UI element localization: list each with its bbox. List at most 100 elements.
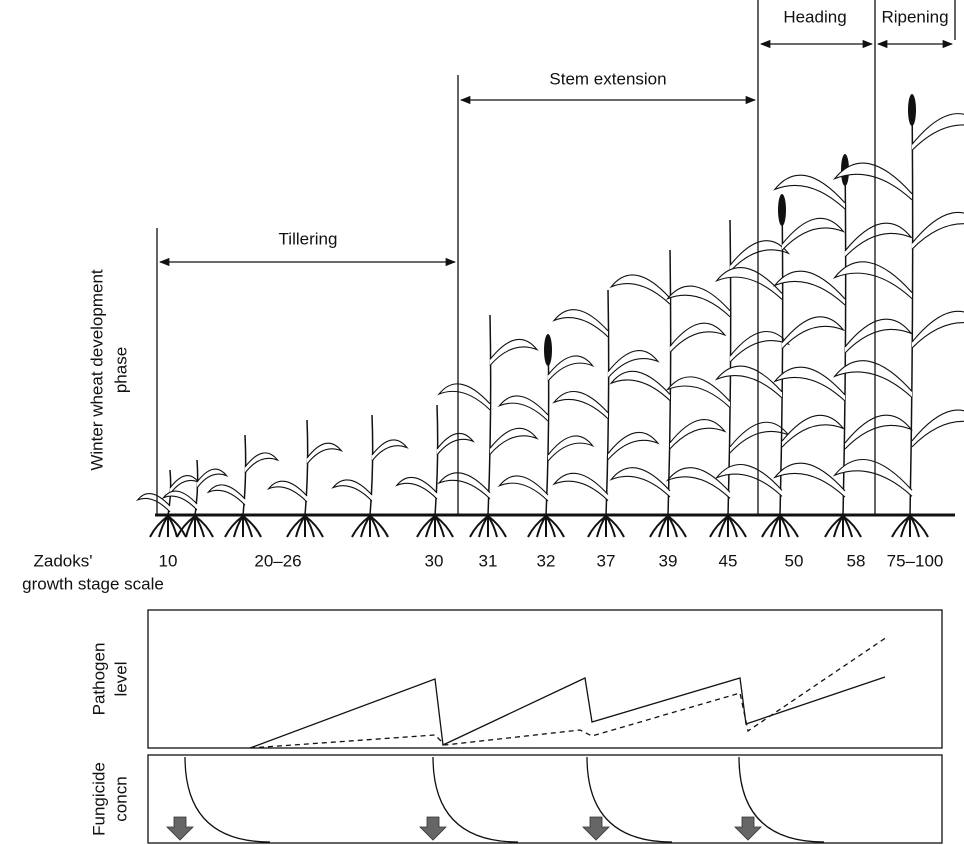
decay-curve	[738, 756, 825, 843]
stem	[909, 94, 914, 516]
leaf	[552, 390, 609, 420]
scale-label: Zadoks'	[34, 551, 93, 570]
panel-label: concn	[111, 776, 130, 821]
leaf	[161, 490, 198, 511]
application-arrow	[419, 816, 447, 841]
pathogen-curve	[249, 636, 888, 749]
leaf	[773, 174, 846, 210]
leaf	[196, 468, 229, 489]
leaf	[773, 270, 846, 306]
panel	[147, 609, 943, 749]
head	[544, 334, 552, 366]
stage-label: 20–26	[254, 551, 301, 570]
leaf	[729, 330, 791, 363]
leaf	[911, 113, 964, 151]
leaf	[665, 376, 731, 408]
root	[167, 515, 187, 538]
leaf	[844, 414, 913, 450]
stem	[434, 404, 439, 516]
stage-labels: 10 20–26 30 31 32 37 39 45 50 58 75–100	[159, 551, 944, 570]
root	[667, 515, 687, 538]
stage-label: 50	[785, 551, 804, 570]
leaf	[607, 431, 660, 461]
scale-label: growth stage scale	[22, 574, 164, 593]
decay-curve	[432, 756, 519, 843]
root	[545, 515, 565, 538]
application-arrow	[582, 816, 610, 841]
stem	[605, 289, 610, 516]
root	[304, 515, 324, 538]
phase-lines	[155, 0, 956, 517]
leaf	[832, 261, 913, 300]
leaf	[832, 459, 913, 497]
phase-label: Stem extension	[549, 69, 666, 88]
leaf	[552, 309, 609, 338]
plants	[135, 94, 964, 538]
leaf	[547, 435, 595, 462]
leaf	[832, 360, 913, 398]
leaf	[331, 479, 373, 502]
leaf	[911, 409, 964, 448]
root	[369, 515, 389, 538]
root	[242, 515, 262, 538]
leaf	[844, 222, 913, 258]
stem	[779, 194, 784, 516]
root	[487, 515, 507, 538]
stem	[304, 419, 309, 516]
leaf	[609, 467, 671, 498]
phase-label: Heading	[783, 7, 846, 26]
y-label: Winter wheat development	[87, 269, 106, 471]
leaf	[781, 414, 846, 448]
leaf	[436, 432, 475, 456]
leaf	[773, 462, 846, 498]
root	[909, 515, 929, 538]
leaf	[832, 162, 913, 201]
pathogen-curve	[249, 676, 886, 749]
stage-label: 31	[479, 551, 498, 570]
leaf	[911, 310, 964, 349]
leaf	[497, 395, 549, 422]
leaf	[665, 467, 731, 499]
leaf	[206, 484, 246, 506]
leaf	[773, 366, 846, 402]
leaf	[437, 472, 491, 500]
decay-curve	[184, 756, 271, 843]
root	[194, 515, 214, 538]
leaf	[781, 316, 846, 350]
leaf	[437, 383, 491, 411]
panel	[147, 754, 943, 844]
stage-label: 10	[159, 551, 178, 570]
leaf	[395, 476, 438, 500]
leaf	[552, 472, 609, 501]
leaf	[729, 421, 791, 454]
leaf	[607, 350, 660, 379]
leaf	[911, 212, 964, 250]
stage-label: 45	[719, 551, 738, 570]
root	[842, 515, 862, 538]
leaf	[714, 463, 783, 497]
leaf	[244, 452, 280, 474]
root	[434, 515, 454, 538]
stem	[487, 314, 492, 516]
panel-label: Pathogen	[89, 643, 108, 716]
phase-label: Tillering	[279, 229, 338, 248]
leaf	[714, 365, 783, 399]
root	[727, 515, 747, 538]
head	[778, 194, 786, 226]
fungicide-curves	[166, 756, 825, 843]
leaf	[669, 419, 727, 450]
leaf	[489, 427, 539, 455]
stem	[369, 414, 374, 516]
stage-label: 39	[659, 551, 678, 570]
leaf	[135, 493, 171, 513]
y-label: phase	[111, 347, 130, 393]
leaf	[729, 240, 791, 272]
leaf	[609, 274, 671, 305]
leaf	[266, 480, 308, 503]
leaf	[547, 355, 595, 382]
leaf	[714, 267, 783, 300]
panel-label: Fungicide	[89, 762, 108, 836]
leaf	[609, 370, 671, 401]
stem	[242, 434, 247, 516]
